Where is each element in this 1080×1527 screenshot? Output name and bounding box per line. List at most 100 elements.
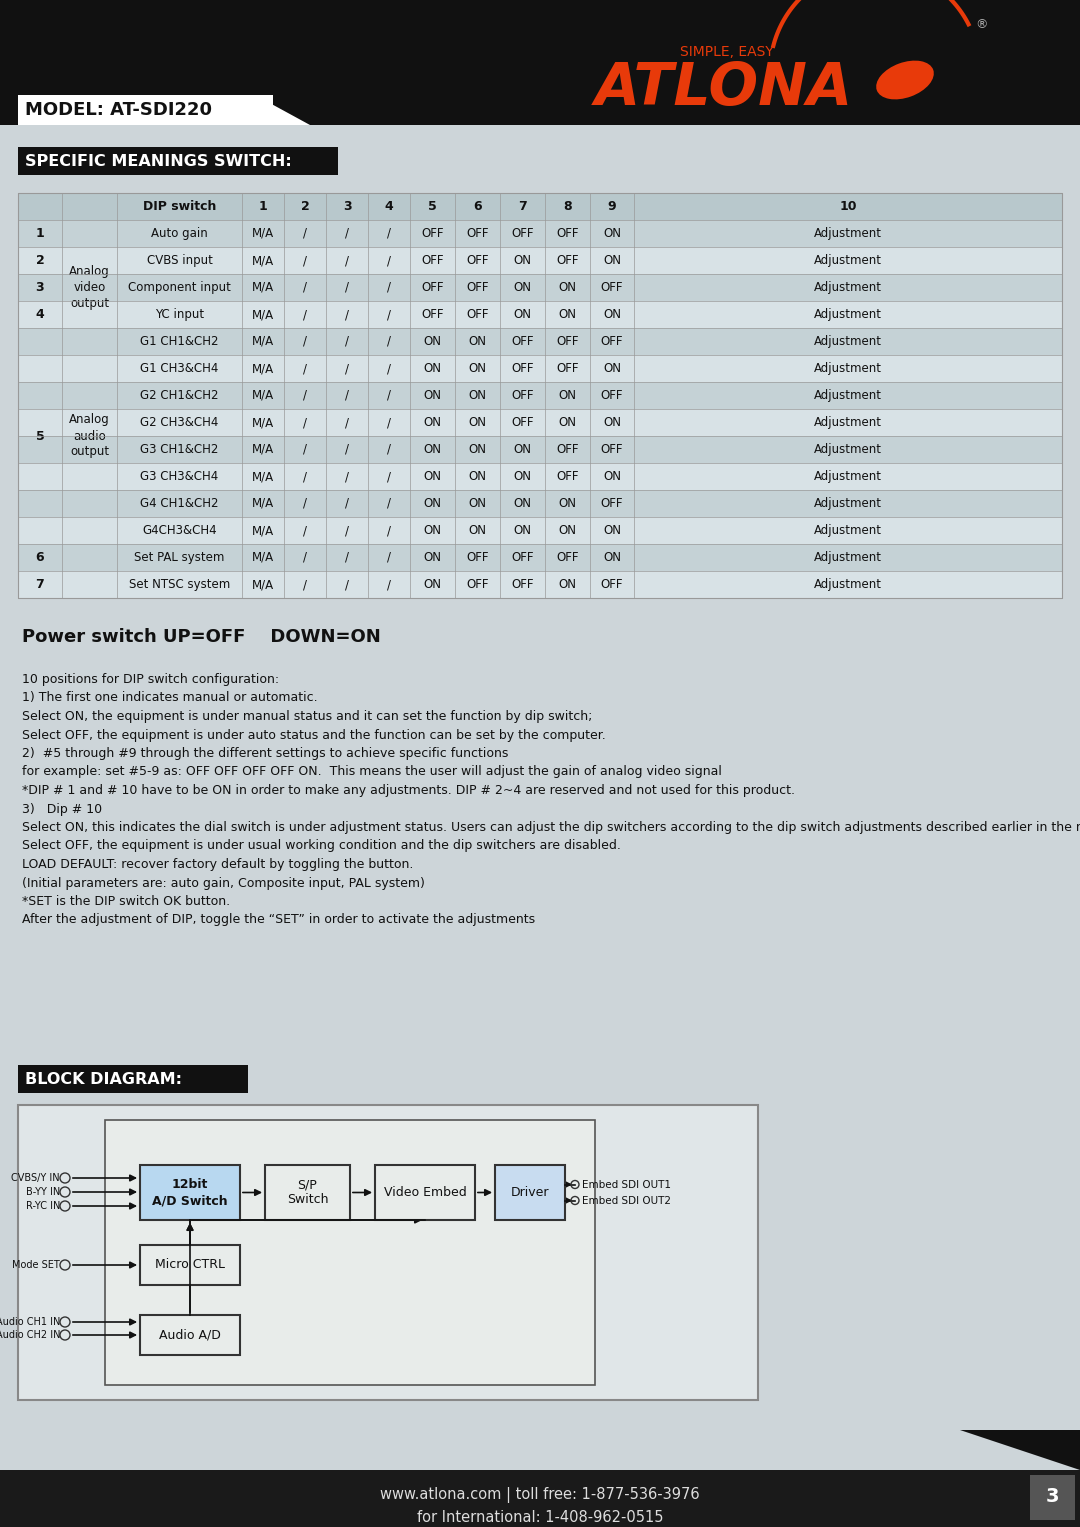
Bar — [18, 147, 338, 176]
Text: OFF: OFF — [556, 334, 579, 348]
Bar — [1030, 1475, 1075, 1519]
Text: /: / — [387, 524, 391, 538]
Text: OFF: OFF — [467, 308, 489, 321]
Text: CVBS input: CVBS input — [147, 253, 213, 267]
Bar — [0, 1471, 1080, 1527]
Text: /: / — [303, 470, 307, 483]
Text: /: / — [345, 253, 349, 267]
Text: ON: ON — [469, 496, 486, 510]
Text: Analog
audio
output: Analog audio output — [69, 414, 110, 458]
Bar — [18, 220, 1062, 247]
Text: /: / — [387, 308, 391, 321]
Text: OFF: OFF — [556, 253, 579, 267]
Text: 4: 4 — [384, 200, 393, 212]
Text: OFF: OFF — [511, 228, 534, 240]
Text: Adjustment: Adjustment — [814, 334, 882, 348]
Text: OFF: OFF — [421, 228, 444, 240]
Text: 4: 4 — [36, 308, 44, 321]
Text: OFF: OFF — [600, 579, 623, 591]
Bar — [265, 1165, 350, 1220]
Text: G1 CH3&CH4: G1 CH3&CH4 — [140, 362, 218, 376]
Text: Adjustment: Adjustment — [814, 470, 882, 483]
Text: OFF: OFF — [467, 253, 489, 267]
Text: 5: 5 — [36, 429, 44, 443]
Text: ON: ON — [603, 415, 621, 429]
Bar — [18, 247, 1062, 273]
Bar — [18, 382, 1062, 409]
Text: Adjustment: Adjustment — [814, 228, 882, 240]
Text: ON: ON — [513, 281, 531, 295]
Text: G4CH3&CH4: G4CH3&CH4 — [143, 524, 217, 538]
Text: Adjustment: Adjustment — [814, 389, 882, 402]
Text: B-YY IN: B-YY IN — [26, 1186, 60, 1197]
Text: ON: ON — [469, 470, 486, 483]
Text: OFF: OFF — [467, 281, 489, 295]
Text: Mode SET: Mode SET — [12, 1260, 60, 1270]
Text: /: / — [345, 551, 349, 563]
Text: R-YC IN: R-YC IN — [26, 1202, 60, 1211]
Polygon shape — [18, 95, 310, 125]
Text: /: / — [303, 496, 307, 510]
Text: /: / — [303, 551, 307, 563]
Text: OFF: OFF — [600, 496, 623, 510]
Text: Adjustment: Adjustment — [814, 415, 882, 429]
Text: /: / — [345, 415, 349, 429]
Text: G2 CH1&CH2: G2 CH1&CH2 — [140, 389, 219, 402]
Text: G2 CH3&CH4: G2 CH3&CH4 — [140, 415, 218, 429]
Text: ON: ON — [603, 228, 621, 240]
Text: ON: ON — [603, 362, 621, 376]
Text: OFF: OFF — [511, 415, 534, 429]
Text: OFF: OFF — [556, 551, 579, 563]
Text: DIP switch: DIP switch — [143, 200, 216, 212]
Bar — [18, 490, 1062, 518]
Text: /: / — [345, 389, 349, 402]
Text: OFF: OFF — [556, 362, 579, 376]
Text: ON: ON — [603, 524, 621, 538]
Text: /: / — [345, 524, 349, 538]
Bar — [18, 1106, 758, 1400]
Bar — [18, 437, 1062, 463]
Text: Auto gain: Auto gain — [151, 228, 207, 240]
Text: ON: ON — [513, 470, 531, 483]
Text: G1 CH1&CH2: G1 CH1&CH2 — [140, 334, 219, 348]
Text: M/A: M/A — [252, 334, 274, 348]
Text: ON: ON — [423, 551, 442, 563]
Text: ON: ON — [558, 389, 577, 402]
Text: /: / — [303, 443, 307, 457]
Text: Analog
video
output: Analog video output — [69, 266, 110, 310]
Text: ON: ON — [469, 389, 486, 402]
Text: ON: ON — [558, 496, 577, 510]
Text: Driver: Driver — [511, 1186, 550, 1199]
Text: OFF: OFF — [556, 470, 579, 483]
Text: /: / — [303, 334, 307, 348]
Text: 1: 1 — [258, 200, 268, 212]
Text: Embed SDI OUT2: Embed SDI OUT2 — [582, 1196, 671, 1205]
Text: ON: ON — [603, 253, 621, 267]
Text: ON: ON — [469, 524, 486, 538]
Text: OFF: OFF — [600, 281, 623, 295]
Text: Power switch UP=OFF    DOWN=ON: Power switch UP=OFF DOWN=ON — [22, 628, 381, 646]
Text: ON: ON — [513, 524, 531, 538]
Text: 3: 3 — [1045, 1487, 1058, 1507]
Text: www.atlona.com | toll free: 1-877-536-3976: www.atlona.com | toll free: 1-877-536-39… — [380, 1487, 700, 1503]
Text: 6: 6 — [473, 200, 482, 212]
Text: OFF: OFF — [421, 281, 444, 295]
Bar — [18, 518, 1062, 544]
Text: ON: ON — [558, 524, 577, 538]
Text: ON: ON — [603, 308, 621, 321]
Bar — [18, 1064, 248, 1093]
Text: /: / — [303, 253, 307, 267]
Text: /: / — [345, 362, 349, 376]
Text: ON: ON — [513, 496, 531, 510]
Text: /: / — [345, 496, 349, 510]
Text: ON: ON — [423, 443, 442, 457]
Bar — [495, 1165, 565, 1220]
Text: M/A: M/A — [252, 496, 274, 510]
Text: M/A: M/A — [252, 308, 274, 321]
Text: S/P: S/P — [298, 1179, 318, 1193]
Text: SPECIFIC MEANINGS SWITCH:: SPECIFIC MEANINGS SWITCH: — [25, 154, 292, 168]
Text: YC input: YC input — [154, 308, 204, 321]
Text: OFF: OFF — [511, 334, 534, 348]
Bar — [140, 1315, 240, 1354]
Bar — [18, 544, 1062, 571]
